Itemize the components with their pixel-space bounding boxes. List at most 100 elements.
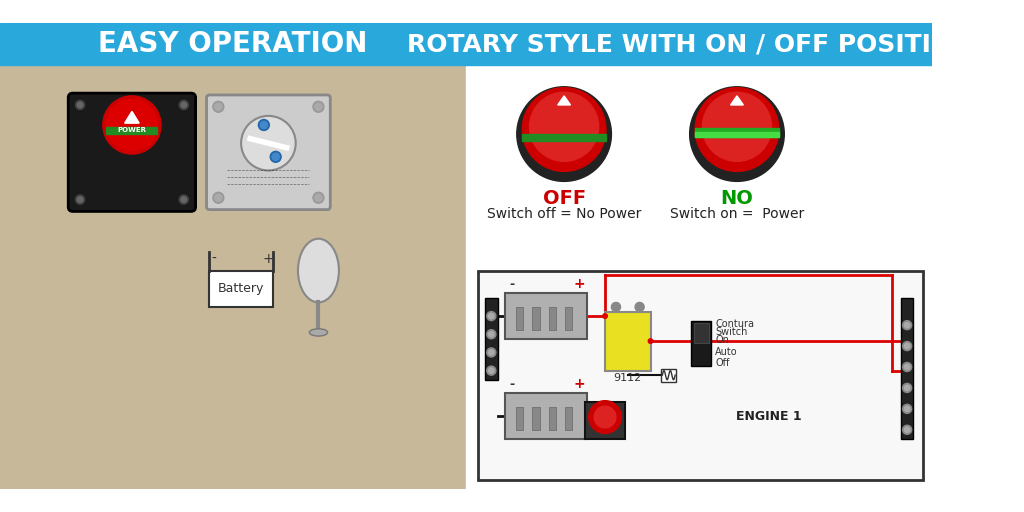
Circle shape [635,303,644,311]
Circle shape [603,314,607,318]
Circle shape [78,197,83,202]
Circle shape [181,197,186,202]
Circle shape [313,101,324,112]
Circle shape [241,116,296,170]
Bar [209,270,273,307]
Circle shape [902,321,911,330]
Bar [106,127,158,134]
Bar [695,132,779,137]
Ellipse shape [298,239,339,303]
Bar [691,321,712,366]
Bar [466,65,932,489]
Bar [694,324,709,344]
Text: Off: Off [715,358,729,368]
Circle shape [904,364,910,370]
Circle shape [488,350,494,355]
Circle shape [215,194,222,201]
Circle shape [594,406,616,428]
Text: POWER: POWER [118,126,146,133]
Circle shape [517,87,611,181]
Circle shape [181,102,186,108]
Circle shape [486,330,496,339]
Circle shape [904,323,910,328]
Circle shape [488,368,494,373]
Circle shape [213,101,224,112]
Text: -: - [211,252,216,266]
Circle shape [529,92,599,161]
Circle shape [260,121,267,129]
Bar [662,369,676,381]
Bar [0,23,466,65]
Text: +: + [573,377,586,391]
Bar [505,393,587,439]
Bar [549,407,556,430]
Text: Battery: Battery [218,282,264,295]
Text: ENGINE 1: ENGINE 1 [736,410,802,422]
Circle shape [902,425,911,434]
Circle shape [611,303,621,311]
Circle shape [486,348,496,357]
Circle shape [904,385,910,391]
Text: NO: NO [721,188,754,208]
Circle shape [488,331,494,337]
FancyBboxPatch shape [69,93,196,211]
Circle shape [78,102,83,108]
Text: Switch on =  Power: Switch on = Power [670,207,804,221]
Circle shape [648,339,653,344]
Circle shape [76,100,85,110]
Circle shape [76,195,85,204]
Text: Contura: Contura [715,319,754,329]
Circle shape [904,406,910,412]
Text: +: + [573,276,586,291]
Circle shape [902,342,911,351]
Bar [695,127,779,137]
Circle shape [314,194,323,201]
Polygon shape [558,96,570,105]
Text: On: On [715,335,729,345]
Circle shape [213,193,224,203]
Bar [532,407,540,430]
Circle shape [106,99,158,151]
Circle shape [904,427,910,433]
Text: Switch off = No Power: Switch off = No Power [487,207,641,221]
Text: EASY OPERATION: EASY OPERATION [98,30,368,58]
Circle shape [313,193,324,203]
Bar [565,307,572,330]
Text: OFF: OFF [543,188,586,208]
Bar [477,270,924,480]
Bar [565,407,572,430]
Polygon shape [125,111,139,123]
Circle shape [902,362,911,372]
Circle shape [314,103,323,111]
Circle shape [695,88,779,172]
Bar [901,298,913,439]
Circle shape [702,92,771,161]
Circle shape [486,311,496,321]
Circle shape [102,96,161,154]
Text: -: - [510,378,515,391]
Text: ROTARY STYLE WITH ON / OFF POSITIONS: ROTARY STYLE WITH ON / OFF POSITIONS [407,32,991,56]
Text: Switch: Switch [715,327,748,337]
Text: Auto: Auto [715,347,737,356]
Circle shape [486,366,496,375]
Text: +: + [262,252,274,266]
Circle shape [902,404,911,413]
Bar [466,23,932,65]
Circle shape [904,344,910,349]
Ellipse shape [309,329,328,336]
Text: 9112: 9112 [613,373,642,383]
Bar [505,293,587,339]
Bar [485,298,498,380]
Circle shape [522,88,606,172]
Bar [522,134,606,141]
Circle shape [689,87,784,181]
Polygon shape [730,96,743,105]
FancyBboxPatch shape [207,95,331,209]
Circle shape [270,152,282,162]
Circle shape [488,313,494,319]
Bar [532,307,540,330]
Circle shape [272,153,280,160]
Bar [0,65,466,489]
Circle shape [215,103,222,111]
Circle shape [258,119,269,131]
